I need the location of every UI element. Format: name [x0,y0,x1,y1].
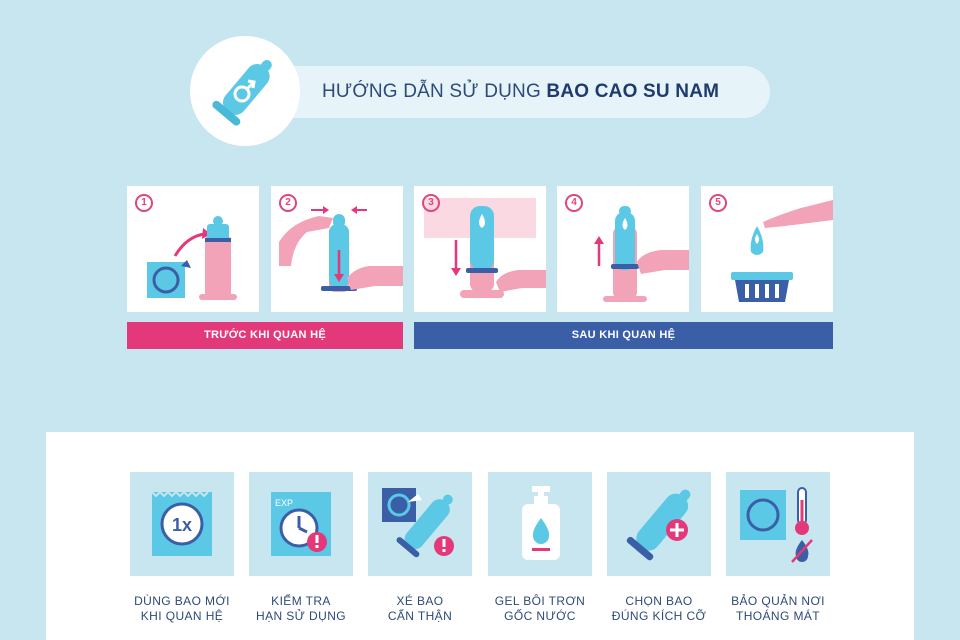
step-number: 3 [422,194,440,212]
step-number: 2 [279,194,297,212]
tip-card-4 [488,472,592,576]
step-number: 1 [135,194,153,212]
expiry-clock-icon: EXP [271,492,331,556]
pinch-tip-icon [279,206,403,292]
tip-card-6 [726,472,830,576]
step-card-5: 5 [701,186,833,312]
open-packet-icon [147,216,237,300]
packet-badge-text: 1x [172,515,192,535]
tip-caption-3: XÉ BAO CẨN THẬN [387,594,453,623]
step-card-1: 1 [127,186,259,312]
exp-label: EXP [275,498,293,508]
step-number: 4 [565,194,583,212]
phase-before-bar: TRƯỚC KHI QUAN HỆ [127,322,403,349]
step-card-2: 2 [271,186,403,312]
logo-badge [190,36,300,146]
tip-caption-1: DÙNG BAO MỚI KHI QUAN HỆ [134,594,230,623]
tip-card-5 [607,472,711,576]
tip-caption-4: GEL BÔI TRƠN GỐC NƯỚC [494,594,586,623]
tear-packet-icon [382,488,454,558]
step-card-4: 4 [557,186,689,312]
tip-card-1: 1x [130,472,234,576]
page-title: HƯỚNG DẪN SỬ DỤNG BAO CAO SU NAM [322,81,720,102]
roll-down-icon [424,198,546,298]
one-time-packet-icon: 1x [151,490,212,556]
dispose-bin-icon [731,200,833,302]
storage-temperature-icon [740,487,813,563]
male-condom-icon [212,59,272,126]
step-number: 5 [709,194,727,212]
tip-card-2: EXP [249,472,353,576]
remove-condom-icon [594,206,689,302]
size-condom-icon [626,489,691,561]
step-card-3: 3 [414,186,546,312]
gel-bottle-icon [522,486,560,560]
title-pill [222,66,770,118]
tip-caption-5: CHỌN BAO ĐÚNG KÍCH CỠ [611,594,707,623]
tip-caption-2: KIỂM TRA HẠN SỬ DỤNG [256,594,346,623]
tip-caption-6: BẢO QUẢN NƠI THOÁNG MÁT [731,594,825,623]
phase-after-bar: SAU KHI QUAN HỆ [414,322,833,349]
tip-card-3 [368,472,472,576]
